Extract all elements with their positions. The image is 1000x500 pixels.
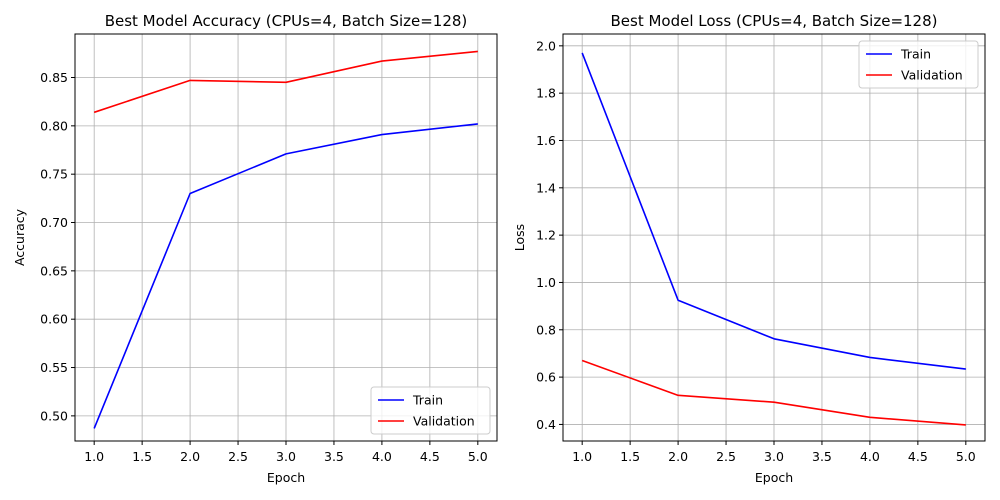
chart-panel-2: 1.0 1.5 2.0 2.5 3.0 3.5 4.0 4.5 5.0 0.4 0.6 0.8 1.0 1… xyxy=(512,12,986,485)
y-tick-label: 0.75 xyxy=(40,167,68,182)
y-tick-label: 0.6 xyxy=(536,370,556,385)
legend-label-validation: Validation xyxy=(413,414,475,429)
y-tick-label: 0.4 xyxy=(536,417,556,432)
chart-title: Best Model Loss (CPUs=4, Batch Size=128) xyxy=(611,12,938,30)
x-tick-label: 2.5 xyxy=(716,449,736,464)
y-axis-label: Accuracy xyxy=(12,208,27,266)
chart-title: Best Model Accuracy (CPUs=4, Batch Size=… xyxy=(105,12,468,30)
x-tick-label: 2.5 xyxy=(228,449,248,464)
y-tick-label: 0.85 xyxy=(40,70,68,85)
x-tick-label: 3.5 xyxy=(812,449,832,464)
x-tick-label: 1.0 xyxy=(572,449,592,464)
y-axis-label: Loss xyxy=(512,224,527,251)
y-tick-label: 0.80 xyxy=(40,118,68,133)
legend-box xyxy=(858,40,979,89)
legend-label-train: Train xyxy=(900,47,931,62)
y-tick-label: 0.70 xyxy=(40,215,68,230)
legend: Train Validation xyxy=(858,40,979,89)
y-tick-label: 0.65 xyxy=(40,263,68,278)
x-tick-label: 2.0 xyxy=(668,449,688,464)
x-tick-label: 4.0 xyxy=(860,449,880,464)
x-axis-label: Epoch xyxy=(755,470,793,485)
x-tick-label: 3.0 xyxy=(764,449,784,464)
y-tick-label: 1.8 xyxy=(536,86,556,101)
legend: Train Validation xyxy=(370,386,491,435)
y-tick-label: 0.60 xyxy=(40,312,68,327)
series-line-train xyxy=(93,123,478,429)
x-tick-label: 4.0 xyxy=(372,449,392,464)
y-tick-label: 2.0 xyxy=(536,38,556,53)
x-tick-label: 1.5 xyxy=(620,449,640,464)
y-tick-label: 1.4 xyxy=(536,180,556,195)
series-line-validation xyxy=(581,359,966,426)
x-tick-label: 2.0 xyxy=(180,449,200,464)
x-tick-label: 4.5 xyxy=(420,449,440,464)
y-tick-label: 0.50 xyxy=(40,408,68,423)
y-tick-label: 0.55 xyxy=(40,360,68,375)
chart-panel-1: 1.0 1.5 2.0 2.5 3.0 3.5 4.0 4.5 5.0 0.50 0.55 0.60 0… xyxy=(12,12,498,485)
x-axis-label: Epoch xyxy=(267,470,305,485)
y-tick-label: 1.2 xyxy=(536,228,556,243)
y-tick-label: 0.8 xyxy=(536,322,556,337)
y-tick-label: 1.6 xyxy=(536,133,556,148)
y-tick-label: 1.0 xyxy=(536,275,556,290)
x-tick-label: 3.0 xyxy=(276,449,296,464)
legend-box xyxy=(370,386,491,435)
x-tick-label: 3.5 xyxy=(324,449,344,464)
legend-label-train: Train xyxy=(412,393,443,408)
x-tick-label: 1.5 xyxy=(132,449,152,464)
legend-label-validation: Validation xyxy=(901,68,963,83)
x-tick-label: 5.0 xyxy=(956,449,976,464)
x-tick-label: 5.0 xyxy=(468,449,488,464)
x-tick-label: 1.0 xyxy=(84,449,104,464)
series-line-validation xyxy=(93,50,478,114)
x-tick-label: 4.5 xyxy=(908,449,928,464)
series-line-train xyxy=(581,52,966,370)
